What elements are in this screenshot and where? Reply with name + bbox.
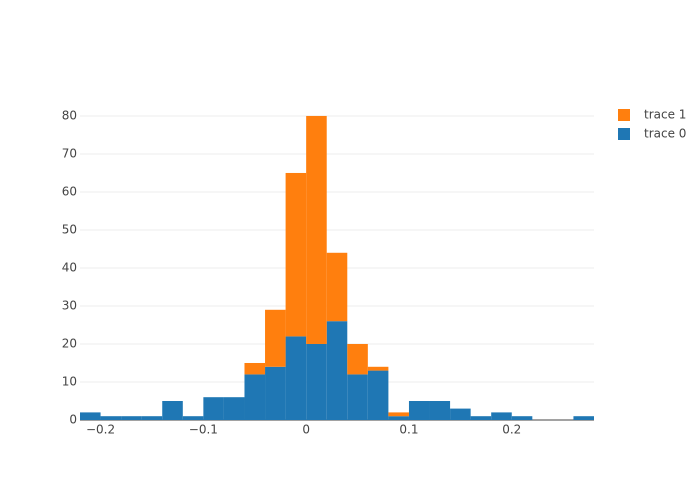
bar: [265, 309, 286, 367]
bar: [326, 252, 348, 322]
bar: [162, 400, 183, 420]
bar: [100, 416, 122, 420]
y-tick-label: 30: [62, 298, 77, 312]
bar: [367, 370, 389, 420]
legend-label: trace 0: [644, 127, 686, 141]
x-tick-label: −0.2: [86, 423, 115, 437]
bar: [223, 397, 245, 420]
bar: [511, 416, 533, 420]
bar: [265, 366, 286, 420]
bar: [285, 172, 307, 337]
bar: [573, 416, 594, 420]
bar: [388, 416, 409, 420]
bar: [470, 416, 492, 420]
bar: [141, 416, 163, 420]
y-tick-label: 0: [69, 413, 77, 427]
bar: [80, 412, 101, 420]
bar: [121, 416, 142, 420]
y-tick-label: 70: [62, 146, 77, 160]
x-tick-label: 0: [302, 423, 310, 437]
bar: [388, 412, 409, 417]
y-tick-label: 10: [62, 374, 77, 388]
bar: [408, 400, 430, 420]
bar: [326, 321, 348, 420]
y-tick-label: 60: [62, 184, 77, 198]
bar: [491, 412, 512, 420]
bar: [347, 374, 368, 420]
bar: [347, 343, 368, 375]
bar: [285, 336, 307, 420]
legend-swatch: [618, 128, 630, 140]
x-tick-label: 0.1: [399, 423, 418, 437]
bar: [367, 366, 389, 371]
bar: [182, 416, 204, 420]
legend-label: trace 1: [644, 108, 686, 122]
bar: [244, 374, 266, 420]
bar: [306, 115, 327, 344]
bar: [429, 400, 451, 420]
y-tick-label: 50: [62, 222, 77, 236]
bar: [450, 408, 471, 420]
bar: [203, 397, 224, 420]
y-tick-label: 80: [62, 108, 77, 122]
legend-swatch: [618, 109, 630, 121]
y-tick-label: 40: [62, 260, 77, 274]
x-tick-label: −0.1: [189, 423, 218, 437]
x-tick-label: 0.2: [502, 423, 521, 437]
bar: [306, 343, 327, 420]
y-tick-label: 20: [62, 336, 77, 350]
bar: [244, 362, 266, 375]
